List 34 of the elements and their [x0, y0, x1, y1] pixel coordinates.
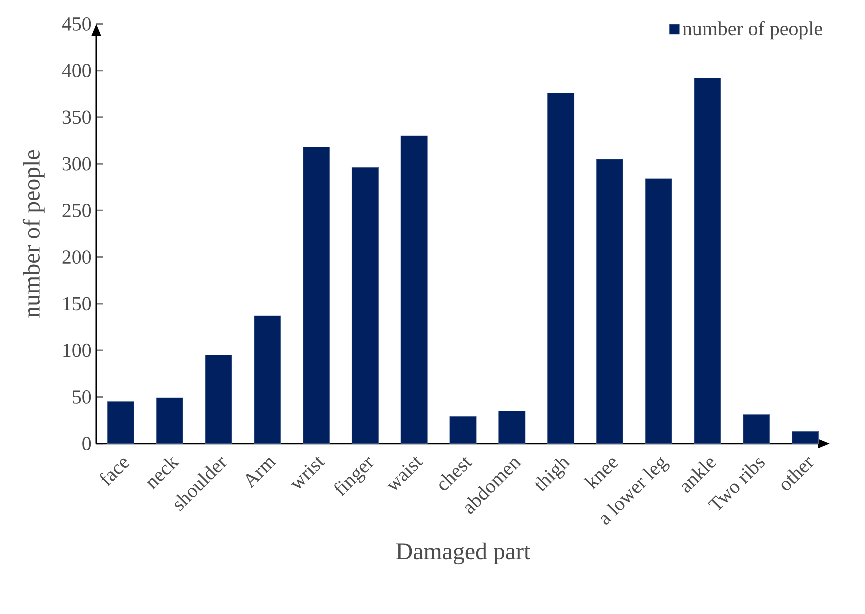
y-tick-label: 400 — [62, 64, 92, 78]
x-tick-label: Arm — [246, 458, 277, 489]
bar — [694, 78, 722, 444]
y-tick-label: 300 — [62, 157, 92, 171]
y-tick-label: 200 — [62, 250, 92, 264]
bar — [596, 159, 624, 444]
bar — [792, 431, 820, 444]
y-axis-title: number of people — [22, 150, 45, 318]
legend-label: number of people — [682, 21, 822, 40]
x-tick-label: thigh — [536, 458, 571, 492]
bar — [156, 398, 184, 444]
x-tick-label: wrist — [291, 457, 326, 488]
y-tick-label: 50 — [73, 390, 92, 404]
bar — [254, 316, 282, 444]
x-tick-label: face — [100, 458, 130, 487]
y-tick-label: 250 — [62, 204, 92, 218]
y-tick-label: 0 — [82, 437, 92, 451]
bar — [645, 178, 672, 444]
bar — [107, 402, 134, 444]
x-tick-label: other — [782, 457, 814, 491]
bar — [743, 414, 770, 444]
bar — [303, 147, 330, 444]
y-tick-label: 350 — [62, 110, 92, 124]
bar — [450, 416, 477, 444]
y-tick-label: 450 — [62, 17, 92, 31]
y-tick-label: 150 — [64, 297, 92, 311]
bar — [548, 92, 575, 444]
y-tick-label: 100 — [64, 344, 92, 358]
bar — [498, 410, 526, 444]
x-tick-label: waist — [388, 457, 424, 490]
bar — [205, 355, 232, 444]
bar — [352, 168, 379, 444]
bar — [400, 136, 428, 444]
x-axis-title: Damaged part — [396, 542, 531, 565]
